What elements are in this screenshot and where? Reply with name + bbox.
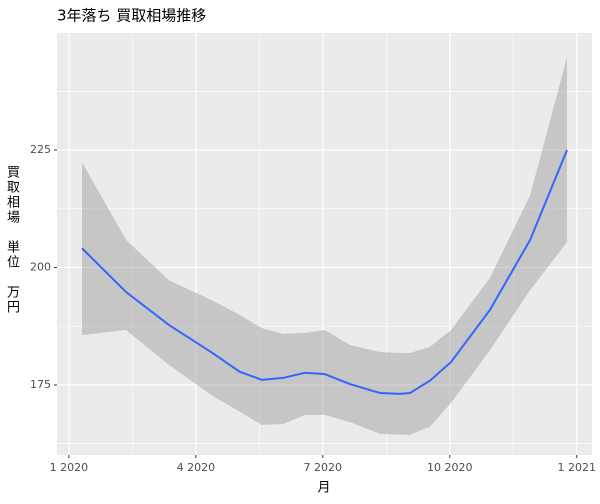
x-tick-label: 7 2020: [304, 461, 343, 474]
x-tick-label: 4 2020: [177, 461, 216, 474]
x-axis-title: 月: [317, 481, 330, 496]
y-tick-label: 175: [30, 378, 51, 391]
x-tick-label: 10 2020: [427, 461, 473, 474]
y-tick-label: 200: [30, 260, 51, 273]
confidence-band: [81, 56, 568, 435]
x-tick-label: 1 2021: [558, 461, 597, 474]
chart-title: 3年落ち 買取相場推移: [57, 7, 206, 25]
y-axis-title: 買取相場 単位 万円: [4, 165, 19, 315]
x-tick-label: 1 2020: [50, 461, 89, 474]
smooth-line: [81, 149, 568, 395]
y-tick-label: 225: [30, 143, 51, 156]
